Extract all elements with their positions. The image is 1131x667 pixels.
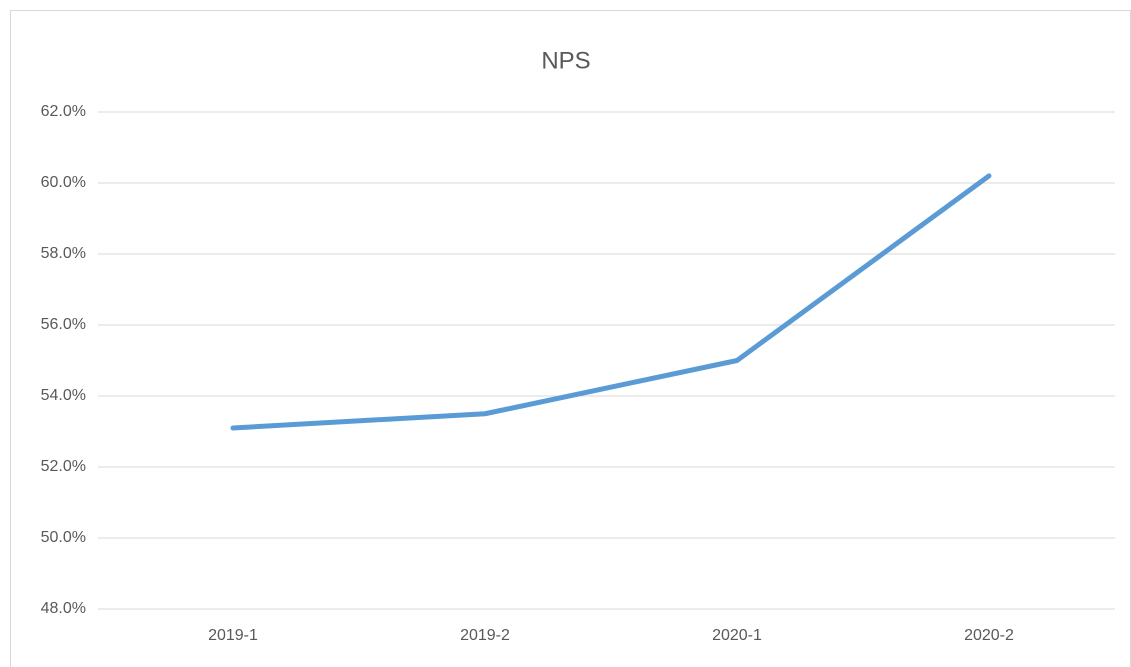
chart-title: NPS — [541, 47, 590, 74]
x-tick-label: 2019-1 — [208, 627, 258, 644]
y-tick-label: 58.0% — [41, 245, 86, 262]
y-tick-label: 48.0% — [41, 600, 86, 617]
x-tick-label: 2020-1 — [712, 627, 762, 644]
line-series — [230, 173, 992, 431]
y-tick-label: 56.0% — [41, 316, 86, 333]
x-tick-label: 2020-2 — [964, 627, 1014, 644]
y-tick-label: 60.0% — [41, 174, 86, 191]
chart-border — [10, 10, 1131, 667]
y-tick-label: 52.0% — [41, 458, 86, 475]
y-tick-label: 54.0% — [41, 387, 86, 404]
y-tick-label: 50.0% — [41, 529, 86, 546]
x-tick-label: 2019-2 — [460, 627, 510, 644]
y-tick-label: 62.0% — [41, 103, 86, 120]
